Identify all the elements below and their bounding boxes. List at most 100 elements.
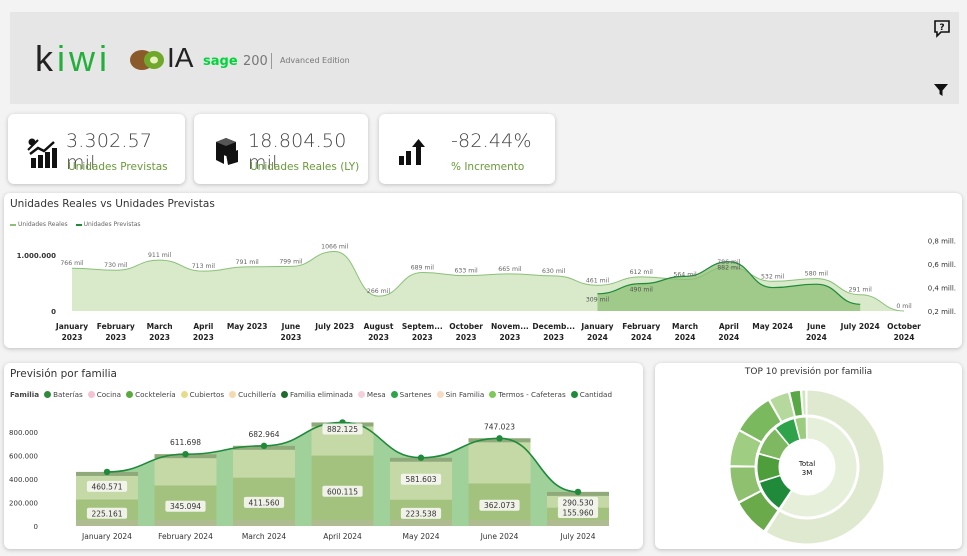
donut-hole [780,440,834,494]
data-label-reales: 799 mil [279,258,303,265]
x-tick-label: Decemb... [532,322,575,331]
outer-slice [729,430,762,467]
inner-slice-large [779,416,858,518]
legend-dot [357,391,365,398]
legend-label: Cocina [96,390,122,399]
donut-center-value: 3M [802,469,813,477]
bar-value-label: 225.161 [91,509,122,518]
x-tick-label-year: 2023 [62,333,83,342]
chat-help-icon[interactable]: ? [932,18,954,40]
right-axis-tick: 0,6 mill. [928,261,956,269]
x-tick-label-year: 2024 [631,333,652,342]
outer-slice [768,391,796,423]
growth-chart-icon [27,138,57,168]
legend-item[interactable]: Cubiertos [180,390,225,399]
x-tick-label: April 2024 [323,532,362,541]
kpi-value-previstas: 3.302.57 mil [66,130,153,174]
kpi-value-reales: 18.804.50 mil [248,130,347,174]
bar-value-label: 345.094 [170,502,201,511]
kpi-label-incremento: % Incremento [451,161,525,173]
line-value-label: 747.023 [484,422,515,431]
area-chart: 0 1.000.000 0,2 mill. 0,4 mill. 0,6 mill. 0,8… [17,238,956,343]
right-axis-tick: 0,4 mill. [928,285,956,293]
outer-slice [738,490,779,532]
x-tick-label: April [193,322,213,331]
data-label-reales: 580 mil [805,271,829,278]
bar-value-label-bg [400,507,442,519]
legend-item[interactable]: Familia eliminada [280,390,353,399]
legend-label: Cuchillería [238,390,276,399]
area-chart-legend: Unidades Reales Unidades Previstas [10,221,141,228]
left-axis-tick: 1.000.000 [17,252,57,260]
donut-center-label: Total [798,460,815,468]
brand-divider [271,53,272,69]
bar-segment-base [547,520,609,526]
x-tick-label: April [719,322,739,331]
legend-label: Sartenes [399,390,432,399]
cantidad-point [182,450,189,458]
data-label-reales: 766 mil [60,260,84,267]
kpi-value-incremento: -82.44% [451,130,532,152]
stack-value-label: 290.530 [562,498,593,507]
data-label-reales: 791 mil [236,259,260,266]
legend-item-reales: Unidades Reales [10,221,68,228]
logo: kiwi [35,38,111,80]
outer-slice [801,389,807,416]
x-tick-label: August [364,322,394,331]
x-tick-label-year: 2023 [149,333,170,342]
boxes-icon [216,138,238,165]
cantidad-point [574,488,582,496]
legend-item[interactable]: Cuchillería [229,390,276,399]
inner-slice [794,416,808,441]
data-label-reales: 633 mil [454,268,478,275]
legend-item[interactable]: Mesa [357,390,386,399]
legend-label: Cubiertos [189,390,225,399]
bar-value-label: 411.560 [248,498,279,507]
legend-item[interactable]: Sin Familia [436,390,484,399]
legend-title: Familia [10,390,40,399]
bar-value-label-bg [322,485,363,497]
data-label-previstas: 882 mil [717,265,741,272]
line-value-label: 682.964 [248,430,279,439]
reales-vs-previstas-card: Unidades Reales vs Unidades Previstas Un… [4,193,962,348]
legend-item[interactable]: Termos - Cafeteras [489,390,566,399]
bar-value-label: 155.960 [562,509,593,518]
svg-text:?: ? [939,23,944,33]
x-tick-label-year: 2024 [587,333,608,342]
bar-value-label-bg [479,499,520,511]
kiwi-fruit-icon [130,50,164,70]
x-tick-label: Septem... [402,322,443,331]
outer-slice-large [765,389,885,545]
legend-label: Baterías [53,390,83,399]
legend-item[interactable]: Cantidad [570,390,613,399]
x-tick-label: February [97,322,135,331]
data-label-previstas: 309 mil [586,297,610,304]
logo-suffix: IA [167,42,194,73]
filter-icon[interactable] [933,82,949,98]
cantidad-point [260,442,268,450]
legend-dot [44,391,52,398]
legend-item-previstas: Unidades Previstas [75,221,141,228]
outer-slice [738,399,782,443]
x-tick-label-year: 2023 [499,333,520,342]
legend-item[interactable]: Cocktelería [126,390,176,399]
stack-value-label-bg [400,473,442,485]
x-tick-label-year: 2023 [412,333,433,342]
legend-item[interactable]: Sartenes [390,390,432,399]
legend-item[interactable]: Cocina [87,390,122,399]
sage-brand: sage [203,54,238,69]
data-label-reales: 0 mil [896,303,912,310]
data-label-reales: 532 mil [761,273,785,280]
legend-dot [489,391,497,398]
bar-value-label: 600.115 [327,487,358,496]
legend-label: Cantidad [579,390,613,399]
bar-segment-base [76,520,138,526]
legend-item[interactable]: Baterías [44,390,83,399]
x-tick-label: February [622,322,660,331]
x-tick-label: July 2024 [560,532,596,541]
inner-slice [756,453,781,483]
kpi-label-reales: Unidades Reales (LY) [250,161,360,173]
bar-segment-base [154,520,217,526]
legend-label: Familia eliminada [289,390,353,399]
